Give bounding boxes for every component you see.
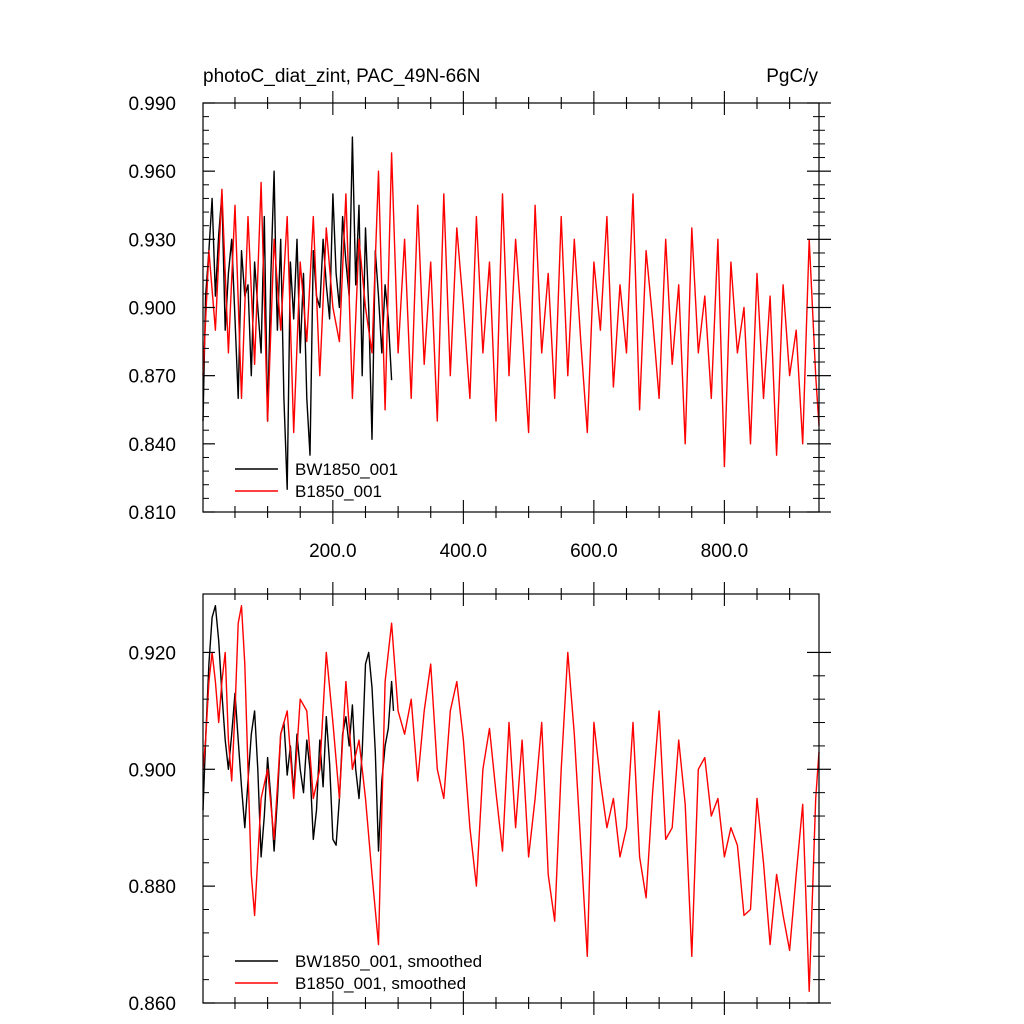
y-tick-label: 0.920 [128,643,176,664]
y-tick-label: 0.870 [128,367,176,388]
top-legend: BW1850_001 B1850_001 [235,460,398,501]
y-tick-label: 0.930 [128,230,176,251]
plot-frame-0 [202,102,820,513]
bottom-legend: BW1850_001, smoothed B1850_001, smoothed [235,952,482,993]
plot-frame-1 [202,593,820,1004]
x-tick-label: 400.0 [440,541,488,562]
x-tick-label: 200.0 [309,541,357,562]
legend-label-b1850: B1850_001 [295,482,382,501]
y-tick-label: 0.990 [128,94,176,115]
y-tick-label: 0.900 [128,760,176,781]
y-tick-label: 0.810 [128,503,176,524]
series-line-0-0 [202,136,393,490]
y-tick-label: 0.960 [128,162,176,183]
top-panel: 0.810 0.840 0.870 0.900 0.930 0.960 0.990 200.0… [128,91,831,562]
series-line-1-1 [202,605,820,992]
chart-title: photoC_diat_zint, PAC_49N-66N [203,66,480,87]
y-tick-label: 0.840 [128,435,176,456]
bottom-panel: 0.860 0.880 0.900 0.920 [128,582,831,1015]
y-tick-label: 0.880 [128,877,176,898]
x-tick-label: 600.0 [570,541,618,562]
y-tick-label: 0.900 [128,299,176,320]
legend-label-bw1850-smoothed: BW1850_001, smoothed [295,952,482,971]
y-tick-label: 0.860 [128,994,176,1015]
series-line-1-0 [202,605,395,858]
series-line-0-1 [202,152,820,468]
chart-units: PgC/y [766,66,818,87]
x-tick-label: 800.0 [701,541,749,562]
legend-label-b1850-smoothed: B1850_001, smoothed [295,974,466,993]
legend-label-bw1850: BW1850_001 [295,460,398,479]
